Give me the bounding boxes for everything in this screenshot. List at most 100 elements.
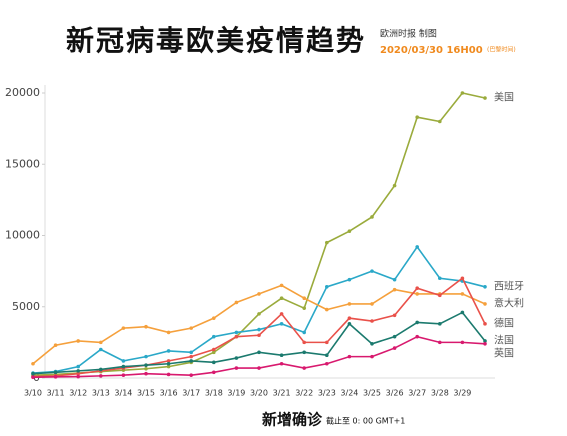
point bbox=[438, 322, 442, 326]
y-tick-label: 20000 bbox=[5, 86, 40, 99]
x-tick-label: 3/26 bbox=[386, 389, 404, 398]
point bbox=[76, 369, 80, 373]
point bbox=[460, 310, 465, 315]
point bbox=[234, 366, 239, 370]
point bbox=[99, 340, 103, 345]
x-tick-label: 3/19 bbox=[227, 389, 245, 398]
point bbox=[279, 353, 284, 358]
point bbox=[302, 306, 307, 310]
point bbox=[370, 302, 374, 306]
point bbox=[257, 327, 261, 332]
x-tick-label: 3/20 bbox=[250, 389, 268, 398]
point bbox=[347, 229, 352, 234]
point bbox=[483, 322, 487, 326]
point bbox=[302, 340, 307, 345]
point bbox=[370, 215, 374, 219]
point bbox=[279, 296, 284, 301]
point bbox=[53, 375, 58, 379]
point bbox=[53, 370, 58, 375]
legend-label: 德国 bbox=[494, 316, 514, 329]
point bbox=[144, 366, 148, 371]
point bbox=[460, 276, 465, 281]
point bbox=[144, 371, 148, 376]
point bbox=[166, 361, 171, 366]
x-tick-label: 3/16 bbox=[160, 389, 178, 398]
point bbox=[121, 373, 126, 377]
point bbox=[76, 374, 80, 379]
point bbox=[76, 339, 80, 343]
x-tick-label: 3/22 bbox=[295, 389, 313, 398]
point bbox=[279, 312, 284, 316]
point bbox=[144, 354, 148, 359]
point bbox=[325, 353, 329, 358]
point bbox=[483, 339, 487, 343]
point bbox=[76, 364, 80, 369]
point bbox=[347, 354, 352, 359]
point bbox=[460, 91, 465, 95]
point bbox=[483, 342, 487, 346]
point bbox=[392, 277, 397, 282]
point bbox=[302, 366, 307, 370]
point bbox=[438, 293, 442, 298]
subtitle: 欧洲时报 制图 bbox=[380, 28, 437, 40]
series-line bbox=[32, 92, 486, 376]
point bbox=[279, 322, 284, 326]
point bbox=[189, 326, 193, 330]
x-tick-label: 3/14 bbox=[114, 389, 132, 398]
chart-title: 新冠病毒欧美疫情趋势 bbox=[66, 24, 366, 57]
point bbox=[415, 292, 420, 296]
point bbox=[144, 324, 148, 329]
x-tick-label: 3/24 bbox=[340, 389, 358, 398]
x-label: 新增确诊 bbox=[262, 411, 323, 429]
point bbox=[31, 375, 35, 380]
point bbox=[370, 319, 374, 323]
x-tick-label: 3/15 bbox=[137, 389, 155, 398]
point bbox=[302, 350, 307, 355]
x-tick-label: 3/21 bbox=[273, 389, 291, 398]
point bbox=[460, 292, 465, 296]
note: 截止至 0: 00 GMT+1 bbox=[326, 416, 405, 426]
point bbox=[189, 373, 193, 377]
point bbox=[31, 361, 35, 366]
point bbox=[234, 300, 239, 305]
point bbox=[212, 316, 216, 320]
point bbox=[121, 326, 126, 330]
y-tick-label: 15000 bbox=[5, 157, 40, 170]
point bbox=[460, 340, 465, 345]
point bbox=[166, 364, 171, 369]
point bbox=[302, 296, 307, 301]
point bbox=[189, 350, 193, 355]
x-tick-label: 3/28 bbox=[431, 389, 449, 398]
point bbox=[279, 283, 284, 288]
point bbox=[392, 183, 397, 188]
point bbox=[189, 359, 193, 363]
point bbox=[212, 334, 216, 339]
x-tick-label: 3/13 bbox=[92, 389, 110, 398]
point bbox=[212, 370, 216, 375]
point bbox=[483, 302, 487, 306]
point bbox=[325, 285, 329, 289]
point bbox=[234, 334, 239, 339]
point bbox=[415, 286, 420, 291]
point bbox=[347, 302, 352, 306]
point bbox=[392, 313, 397, 318]
point bbox=[415, 245, 420, 249]
point bbox=[99, 374, 103, 378]
point bbox=[370, 354, 374, 359]
x-tick-label: 3/18 bbox=[205, 389, 223, 398]
point bbox=[234, 330, 239, 335]
point bbox=[166, 349, 171, 353]
point bbox=[99, 367, 103, 372]
point bbox=[257, 312, 261, 316]
x-tick-label: 3/12 bbox=[69, 389, 87, 398]
point bbox=[212, 350, 216, 355]
point bbox=[166, 359, 171, 363]
point bbox=[438, 119, 442, 124]
y-tick-label: 5000 bbox=[12, 300, 40, 313]
point bbox=[257, 292, 261, 296]
point bbox=[415, 320, 420, 325]
point bbox=[212, 347, 216, 352]
point bbox=[189, 354, 193, 359]
legend-label: 英国 bbox=[494, 346, 514, 359]
